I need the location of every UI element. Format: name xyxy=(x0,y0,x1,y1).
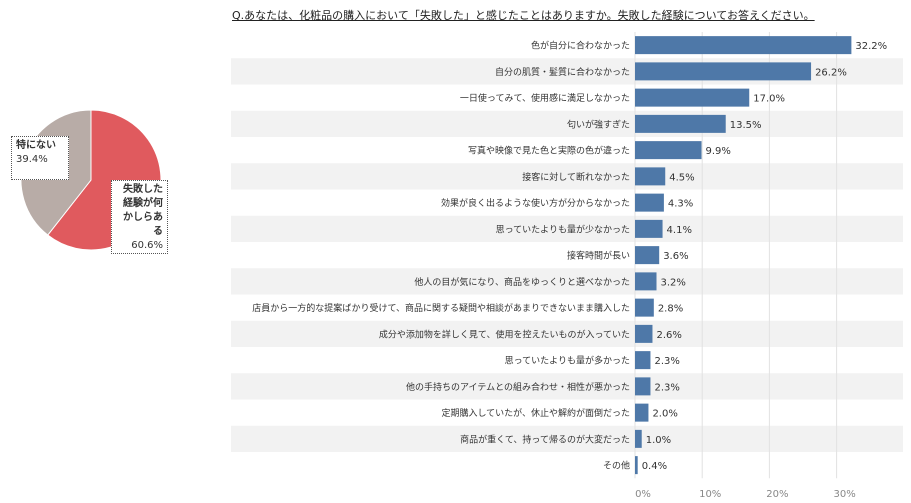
pie-label-failed-line3: かしらある xyxy=(123,212,163,237)
bar xyxy=(635,377,651,396)
category-label: 一日使ってみて、使用感に満足しなかった xyxy=(460,92,630,104)
x-tick-label: 30% xyxy=(833,489,855,500)
row-band xyxy=(231,268,903,295)
row-band xyxy=(231,320,903,347)
value-label: 9.9% xyxy=(706,146,731,157)
value-label: 1.0% xyxy=(646,435,671,446)
category-label: 店員から一方的な提案ばかり受けて、商品に関する疑問や相談があまりできないまま購入… xyxy=(252,302,630,314)
bar xyxy=(635,114,726,133)
bar xyxy=(635,272,657,291)
category-label: 色が自分に合わなかった xyxy=(531,40,630,52)
category-label: 写真や映像で見た色と実際の色が違った xyxy=(468,145,630,157)
category-label: 匂いが強すぎた xyxy=(567,118,630,130)
x-tick-label: 20% xyxy=(766,489,788,500)
value-label: 2.3% xyxy=(654,356,679,367)
category-label: 自分の肌質・髪質に合わなかった xyxy=(495,66,630,78)
row-band xyxy=(231,110,903,137)
value-label: 3.2% xyxy=(661,277,686,288)
pie-label-none: 特にない xyxy=(16,140,56,151)
pie-label-failed-line1: 失敗した xyxy=(123,184,163,195)
question-title: Q.あなたは、化粧品の購入において「失敗した」と感じたことはありますか。失敗した… xyxy=(232,9,815,22)
bar xyxy=(635,324,653,343)
bar xyxy=(635,219,663,238)
category-label: 他の手持ちのアイテムとの組み合わせ・相性が悪かった xyxy=(406,381,630,393)
bar xyxy=(635,351,651,370)
bar xyxy=(635,193,664,212)
x-tick-label: 10% xyxy=(699,489,721,500)
bar xyxy=(635,403,649,422)
category-label: 成分や添加物を詳しく見て、使用を控えたいものが入っていた xyxy=(379,328,630,340)
bar xyxy=(635,62,812,81)
value-label: 4.3% xyxy=(668,199,693,210)
category-label: 思っていたよりも量が多かった xyxy=(505,355,630,367)
bar xyxy=(635,167,666,186)
bar xyxy=(635,141,702,160)
bar xyxy=(635,36,852,55)
category-label: 商品が重くて、持って帰るのが大変だった xyxy=(460,433,630,445)
value-label: 32.2% xyxy=(855,41,887,52)
value-label: 3.6% xyxy=(663,251,688,262)
category-label: 接客時間が長い xyxy=(567,250,630,262)
category-label: 効果が良く出るような使い方が分からなかった xyxy=(441,197,630,209)
row-band xyxy=(231,425,903,452)
row-band xyxy=(231,163,903,190)
pie-value-none: 39.4% xyxy=(16,154,48,165)
category-label: 思っていたよりも量が少なかった xyxy=(496,223,630,235)
row-band xyxy=(231,215,903,242)
value-label: 2.3% xyxy=(654,382,679,393)
value-label: 13.5% xyxy=(730,120,762,131)
value-label: 4.1% xyxy=(667,225,692,236)
category-label: 他人の目が気になり、商品をゆっくりと選べなかった xyxy=(414,276,630,288)
category-label: その他 xyxy=(603,460,630,472)
value-label: 2.0% xyxy=(652,409,677,420)
pie-callout-none: 特にない 39.4% xyxy=(11,136,69,180)
x-tick-label: 0% xyxy=(635,489,651,500)
pie-label-failed-line2: 経験が何 xyxy=(123,198,163,209)
value-label: 2.8% xyxy=(658,304,683,315)
value-label: 2.6% xyxy=(656,330,681,341)
bar xyxy=(635,429,642,448)
bar xyxy=(635,456,638,475)
category-label: 接客に対して断れなかった xyxy=(522,171,630,183)
pie-callout-failed: 失敗した 経験が何 かしらある 60.6% xyxy=(111,180,168,254)
bar xyxy=(635,298,654,317)
category-label: 定期購入していたが、休止や解約が面倒だった xyxy=(441,407,630,419)
value-label: 17.0% xyxy=(753,94,785,105)
value-label: 26.2% xyxy=(815,67,847,78)
bar xyxy=(635,88,750,107)
row-band xyxy=(231,373,903,400)
value-label: 4.5% xyxy=(669,172,694,183)
bar xyxy=(635,246,660,265)
pie-value-failed: 60.6% xyxy=(131,240,163,251)
value-label: 0.4% xyxy=(642,461,667,472)
